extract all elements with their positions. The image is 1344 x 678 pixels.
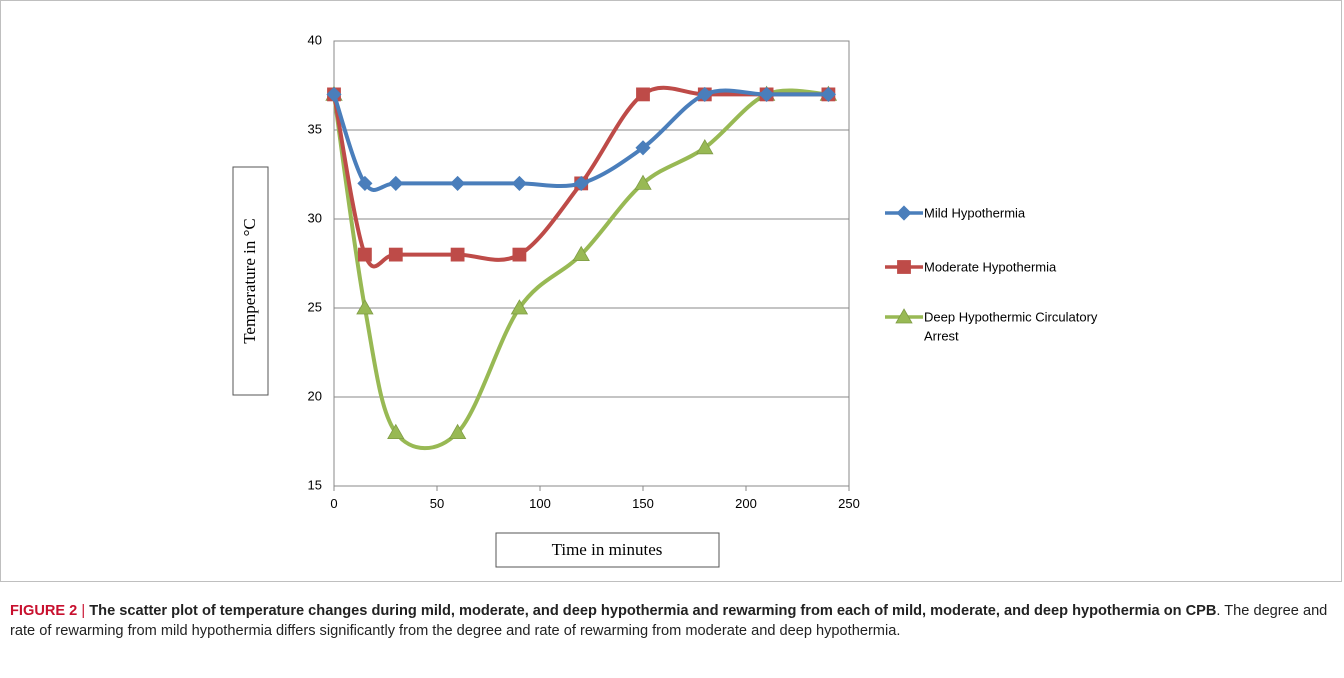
data-point <box>636 87 650 102</box>
data-point <box>820 86 836 102</box>
legend-marker <box>896 205 912 221</box>
y-tick-label: 35 <box>308 121 322 136</box>
x-tick-label: 150 <box>632 496 654 511</box>
data-point <box>326 86 342 102</box>
series-layer <box>325 85 838 450</box>
data-point <box>356 299 374 315</box>
x-tick-label: 100 <box>529 496 551 511</box>
data-point <box>448 423 467 440</box>
data-point <box>510 299 529 315</box>
y-axis-title-box <box>232 166 269 396</box>
data-point <box>388 175 404 191</box>
series-line <box>332 88 831 450</box>
y-tick-label: 15 <box>308 477 322 492</box>
legend-label: Moderate Hypothermia <box>924 260 1057 275</box>
chart: 15 20 25 30 35 40 0 50 100 150 200 250 Temperature … <box>232 32 1098 568</box>
series-line <box>332 85 831 269</box>
legend-label: Mild Hypothermia <box>924 206 1026 221</box>
x-tick-label: 0 <box>330 496 337 511</box>
tick-labels: 15 20 25 30 35 40 0 50 100 150 200 250 <box>308 32 860 511</box>
figure-frame: 15 20 25 30 35 40 0 50 100 150 200 250 Temperature … <box>0 0 1342 582</box>
plot-area <box>333 40 850 487</box>
data-point <box>635 140 651 156</box>
data-point <box>387 423 405 440</box>
figure-caption: FIGURE 2 | The scatter plot of temperatu… <box>10 601 1335 641</box>
series-line <box>332 88 831 192</box>
data-point <box>572 245 590 262</box>
caption-separator: | <box>81 603 86 619</box>
data-point <box>696 138 714 155</box>
data-point <box>634 174 652 190</box>
legend-item-0: Mild Hypothermia <box>885 205 1026 221</box>
y-tick-label: 30 <box>308 210 322 225</box>
legend-marker <box>895 308 913 324</box>
legend: Mild Hypothermia Moderate Hypothermia Deep… <box>885 205 1098 344</box>
data-point <box>450 175 466 191</box>
y-tick-label: 40 <box>308 32 322 47</box>
x-axis-title: Time in minutes <box>552 540 663 559</box>
caption-body-text: . The degree and rate of rewarming from … <box>10 603 1328 639</box>
legend-label-line: Mild Hypothermia <box>924 206 1026 221</box>
legend-label: Deep Hypothermic Circulatory Arrest <box>924 310 1098 344</box>
grid-lines <box>334 40 849 487</box>
data-point <box>697 86 713 102</box>
legend-label-line: Deep Hypothermic Circulatory <box>924 310 1098 325</box>
legend-item-2: Deep Hypothermic Circulatory Arrest <box>885 308 1098 344</box>
caption-label: FIGURE 2 <box>10 603 78 619</box>
x-axis-title-box <box>495 532 720 568</box>
y-tick-label: 20 <box>308 388 322 403</box>
data-point <box>573 175 589 191</box>
data-point <box>759 86 775 102</box>
x-tick-label: 200 <box>735 496 757 511</box>
data-point <box>388 247 403 262</box>
caption-bold-text: The scatter plot of temperature changes … <box>89 603 1217 619</box>
data-point <box>512 247 527 262</box>
data-point <box>511 175 527 191</box>
data-point <box>357 175 373 191</box>
series-2 <box>325 85 838 450</box>
legend-label-line: Moderate Hypothermia <box>924 260 1057 275</box>
y-tick-label: 25 <box>308 299 322 314</box>
legend-marker <box>897 260 911 274</box>
legend-item-1: Moderate Hypothermia <box>885 260 1057 275</box>
data-point <box>357 247 372 262</box>
series-0 <box>326 86 836 192</box>
data-point <box>450 247 465 262</box>
x-tick-label: 50 <box>430 496 444 511</box>
y-axis-title: Temperature in °C <box>240 218 259 344</box>
legend-label-line: Arrest <box>924 329 959 344</box>
x-tick-label: 250 <box>838 496 860 511</box>
